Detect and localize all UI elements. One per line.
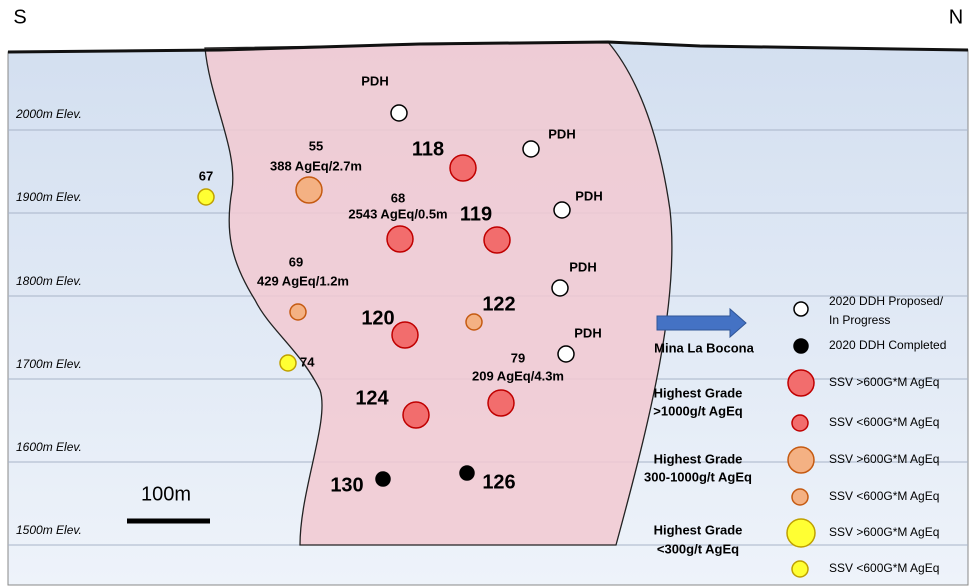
hole-label: PDH (575, 188, 602, 203)
elevation-label: 1500m Elev. (16, 523, 82, 537)
legend-label: 2020 DDH Completed (829, 338, 946, 352)
legend-symbol (793, 301, 809, 317)
intercept-high (386, 225, 414, 253)
legend-symbol (793, 338, 809, 354)
intercept-high (402, 401, 430, 429)
completed-hole (375, 471, 391, 487)
hole-id: 130 (330, 474, 363, 496)
label: 74 (300, 354, 315, 369)
elevation-label: 1600m Elev. (16, 440, 82, 454)
label: 68 (391, 190, 405, 205)
elevation-label: 1900m Elev. (16, 190, 82, 204)
legend-title: <300g/t AgEq (657, 541, 739, 556)
legend-label: SSV >600G*M AgEq (829, 375, 939, 389)
elevation-label: 2000m Elev. (15, 107, 82, 121)
label: 388 AgEq/2.7m (270, 158, 362, 173)
hole-id: 124 (355, 387, 389, 409)
legend-label: SSV <600G*M AgEq (829, 489, 939, 503)
hole-label: PDH (548, 126, 575, 141)
legend-title: Highest Grade (654, 385, 743, 400)
legend-symbol (787, 446, 815, 474)
legend-title: Highest Grade (654, 451, 743, 466)
intercept-high (391, 321, 419, 349)
compass: N (949, 6, 963, 28)
label: 79 (511, 350, 525, 365)
proposed-hole (557, 345, 575, 363)
label: 429 AgEq/1.2m (257, 273, 349, 288)
label: 69 (289, 254, 303, 269)
vein-zone (204, 41, 673, 546)
hole-id: 126 (482, 471, 515, 493)
intercept-high (487, 389, 515, 417)
legend-symbol (791, 488, 809, 506)
proposed-hole (522, 140, 540, 158)
topography (7, 40, 969, 54)
symbol (197, 188, 215, 206)
legend-label: SSV >600G*M AgEq (829, 452, 939, 466)
label: 55 (309, 138, 323, 153)
symbol (289, 303, 307, 321)
hole-label: PDH (569, 259, 596, 274)
legend-label: 2020 DDH Proposed/ (829, 294, 944, 308)
hole-label: PDH (361, 73, 388, 88)
proposed-hole (553, 201, 571, 219)
intercept-high (449, 154, 477, 182)
symbol (465, 313, 483, 331)
legend-label: SSV >600G*M AgEq (829, 525, 939, 539)
legend-label: SSV <600G*M AgEq (829, 561, 939, 575)
legend-label: In Progress (829, 313, 890, 327)
label: 209 AgEq/4.3m (472, 368, 564, 383)
label: 2543 AgEq/0.5m (348, 206, 447, 221)
proposed-hole (390, 104, 408, 122)
label: 67 (199, 168, 213, 183)
hole-id: 120 (361, 307, 394, 329)
scale-label: 100m (141, 483, 191, 505)
compass: S (13, 6, 26, 28)
arrow (656, 307, 747, 339)
legend-title: 300-1000g/t AgEq (644, 469, 752, 484)
completed-hole (459, 465, 475, 481)
legend-label: SSV <600G*M AgEq (829, 415, 939, 429)
legend-symbol (791, 414, 809, 432)
legend-symbol (787, 369, 815, 397)
hole-id: 119 (460, 203, 492, 225)
elevation-label: 1800m Elev. (16, 274, 82, 288)
intercept-high (483, 226, 511, 254)
legend-symbol (786, 518, 816, 548)
symbol (295, 176, 323, 204)
legend-symbol (791, 560, 809, 578)
hole-id: 118 (412, 138, 444, 160)
elevation-label: 1700m Elev. (16, 357, 82, 371)
symbol (279, 354, 297, 372)
legend-title: >1000g/t AgEq (653, 403, 743, 418)
hole-label: PDH (574, 325, 601, 340)
proposed-hole (551, 279, 569, 297)
hole-id: 122 (482, 293, 515, 315)
legend-label: Mina La Bocona (654, 340, 754, 355)
legend-title: Highest Grade (654, 522, 743, 537)
